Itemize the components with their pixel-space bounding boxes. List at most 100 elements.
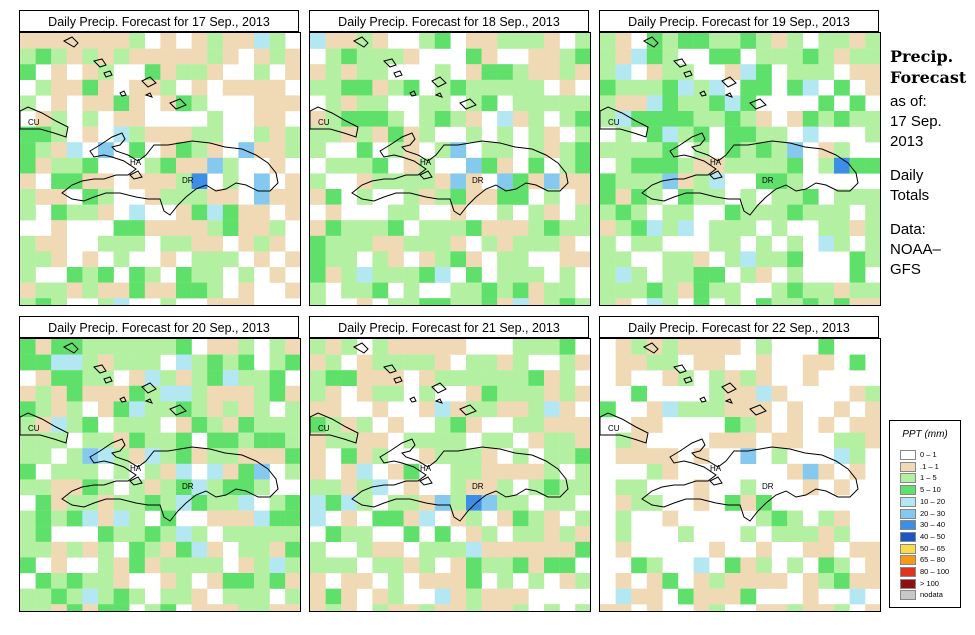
- precip-grid-cell: [310, 432, 326, 449]
- precip-grid-cell: [144, 267, 161, 283]
- precip-grid-cell: [254, 126, 270, 143]
- precip-grid-cell: [176, 126, 192, 143]
- legend-item: nodata: [900, 590, 960, 601]
- hispaniola-coastline: [641, 438, 859, 522]
- precip-grid-cell: [849, 385, 866, 402]
- precip-grid-cell: [129, 173, 145, 190]
- precip-grid-cell: [285, 95, 300, 112]
- precip-grid-cell: [325, 370, 342, 386]
- precip-grid-cell: [434, 495, 451, 511]
- precip-grid-cell: [254, 370, 270, 386]
- precip-grid-cell: [285, 48, 300, 65]
- precip-grid-cell: [269, 235, 286, 252]
- legend-item: 80 – 100: [900, 567, 960, 577]
- precip-grid-cell: [724, 557, 741, 574]
- precip-grid-cell: [254, 111, 270, 127]
- precip-grid-cell: [129, 267, 145, 283]
- precip-grid-cell: [512, 417, 529, 433]
- precip-grid-cell: [849, 48, 866, 65]
- legend-label: .1 – 1: [920, 461, 939, 471]
- precip-grid-cell: [512, 111, 529, 127]
- precip-grid-cell: [356, 448, 373, 464]
- precip-grid-cell: [450, 79, 467, 96]
- precip-grid-cell: [51, 588, 67, 605]
- precip-grid-cell: [310, 510, 326, 527]
- hispaniola-coastline: [641, 132, 859, 216]
- island-coastline: [144, 398, 153, 404]
- precip-grid-cell: [388, 220, 404, 236]
- precip-grid-cell: [403, 79, 420, 96]
- precip-grid-cell: [129, 282, 145, 299]
- precip-grid-cell: [466, 111, 482, 127]
- precip-grid-cell: [341, 33, 357, 49]
- precip-grid-cell: [709, 354, 725, 371]
- precip-grid-cell: [20, 588, 36, 605]
- precip-grid-cell: [325, 479, 342, 496]
- precip-grid-cell: [528, 111, 545, 127]
- precip-grid-cell: [631, 479, 647, 496]
- precip-grid-cell: [66, 267, 83, 283]
- legend-swatch: [900, 578, 916, 589]
- precip-grid-cell: [646, 401, 663, 418]
- precip-grid-cell: [662, 401, 679, 418]
- precip-grid-cell: [238, 370, 255, 386]
- precip-grid-cell: [512, 370, 529, 386]
- precip-grid-cell: [528, 479, 545, 496]
- island-coastline: [459, 404, 477, 416]
- date-line-1: 17 Sep.: [890, 113, 942, 130]
- island-coastline: [683, 70, 693, 78]
- precip-grid-cell: [254, 79, 270, 96]
- precip-grid-cell: [802, 64, 819, 80]
- precip-grid-cell: [191, 126, 208, 143]
- precip-grid-cell: [144, 339, 161, 355]
- precip-grid-cell: [678, 189, 694, 205]
- precip-grid-cell: [160, 588, 177, 605]
- precip-grid-cell: [310, 126, 326, 143]
- precip-grid-cell: [724, 33, 741, 49]
- precip-grid-cell: [419, 370, 435, 386]
- precip-grid-cell: [191, 95, 208, 112]
- precip-grid-cell: [207, 417, 223, 433]
- precip-grid-cell: [434, 526, 451, 542]
- precip-grid-cell: [35, 573, 52, 589]
- precip-grid-cell: [740, 401, 757, 418]
- precip-grid-cell: [66, 282, 83, 299]
- precip-grid-cell: [372, 385, 389, 402]
- precip-grid-cell: [35, 448, 52, 464]
- precip-grid-cell: [834, 432, 850, 449]
- precip-grid-cell: [771, 157, 788, 174]
- country-label-dominican-republic: DR: [762, 482, 774, 491]
- precip-grid-cell: [341, 370, 357, 386]
- island-coastline: [709, 476, 723, 486]
- precip-grid-cell: [82, 95, 99, 112]
- legend-label: 10 – 20: [920, 496, 946, 506]
- precip-grid-cell: [849, 33, 866, 49]
- precip-grid-cell: [740, 479, 757, 496]
- precip-grid-cell: [325, 251, 342, 268]
- precip-grid-cell: [865, 79, 880, 96]
- precip-grid-cell: [575, 251, 590, 268]
- precip-grid-cell: [310, 142, 326, 158]
- island-coastline: [699, 90, 707, 97]
- precip-grid-cell: [849, 417, 866, 433]
- precip-grid-cell: [403, 432, 420, 449]
- precip-grid-cell: [802, 79, 819, 96]
- precip-grid-cell: [356, 235, 373, 252]
- precip-grid-cell: [481, 401, 498, 418]
- precip-grid-cell: [98, 557, 114, 574]
- precip-grid-cell: [325, 432, 342, 449]
- precip-grid-cell: [787, 33, 803, 49]
- precip-grid-cell: [35, 48, 52, 65]
- precip-grid-cell: [575, 541, 590, 558]
- precip-grid-cell: [512, 401, 529, 418]
- precip-grid-cell: [160, 157, 177, 174]
- precip-grid-cell: [191, 448, 208, 464]
- precip-grid-cell: [693, 448, 710, 464]
- precip-grid-cell: [403, 510, 420, 527]
- precip-grid-cell: [481, 370, 498, 386]
- legend-item: 20 – 30: [900, 508, 960, 519]
- island-coastline: [721, 382, 737, 394]
- precip-grid-cell: [528, 557, 545, 574]
- precip-grid-cell: [678, 111, 694, 127]
- precip-grid-cell: [693, 401, 710, 418]
